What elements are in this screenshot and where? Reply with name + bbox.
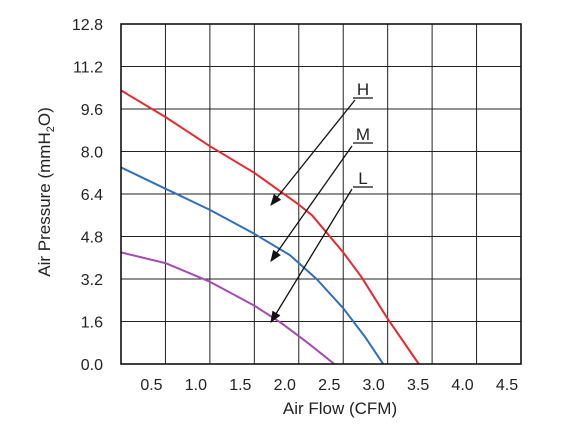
y-tick-label: 1.6 <box>81 315 103 332</box>
y-axis-title-main: Air Pressure (mmH <box>35 132 54 277</box>
callout-arrow-l <box>270 188 353 323</box>
series-line-m <box>120 166 385 365</box>
grid <box>121 23 522 365</box>
x-tick-label: 4.0 <box>451 377 473 394</box>
y-tick-label: 8.0 <box>81 145 103 162</box>
callout-label-m: M <box>356 125 370 144</box>
x-tick-label: 3.0 <box>363 377 385 394</box>
series-line-l <box>120 251 335 365</box>
y-axis-title-end: O) <box>35 107 54 126</box>
y-axis-title-subscript: 2 <box>45 126 57 132</box>
x-tick-label: 2.0 <box>274 377 296 394</box>
y-tick-label: 12.8 <box>72 17 103 34</box>
curves <box>120 89 420 365</box>
y-axis-title: Air Pressure (mmH2O) <box>35 107 57 277</box>
y-tick-label: 6.4 <box>81 187 103 204</box>
callout-arrow-h <box>270 99 356 206</box>
plot-frame <box>120 23 522 365</box>
callout-arrow-m <box>270 145 353 262</box>
series-line-h <box>120 89 420 365</box>
x-tick-label: 1.5 <box>229 377 251 394</box>
x-tick-label: 0.5 <box>140 377 162 394</box>
y-tick-label: 0.0 <box>81 357 103 374</box>
callouts: H M L <box>270 80 373 323</box>
x-tick-label: 4.5 <box>496 377 518 394</box>
y-tick-label: 3.2 <box>81 272 103 289</box>
x-tick-label: 3.5 <box>407 377 429 394</box>
y-tick-label: 11.2 <box>73 60 103 77</box>
y-tick-label: 9.6 <box>81 102 103 119</box>
tick-labels: 0.5 1.0 1.5 2.0 2.5 3.0 3.5 4.0 4.5 0.0 1.6 3.2 4.8 6… <box>72 17 518 394</box>
callout-label-h: H <box>357 80 369 99</box>
x-tick-label: 2.5 <box>318 377 340 394</box>
x-axis-title: Air Flow (CFM) <box>283 399 397 418</box>
callout-label-l: L <box>358 169 367 188</box>
y-tick-label: 4.8 <box>81 230 103 247</box>
x-tick-label: 1.0 <box>185 377 207 394</box>
